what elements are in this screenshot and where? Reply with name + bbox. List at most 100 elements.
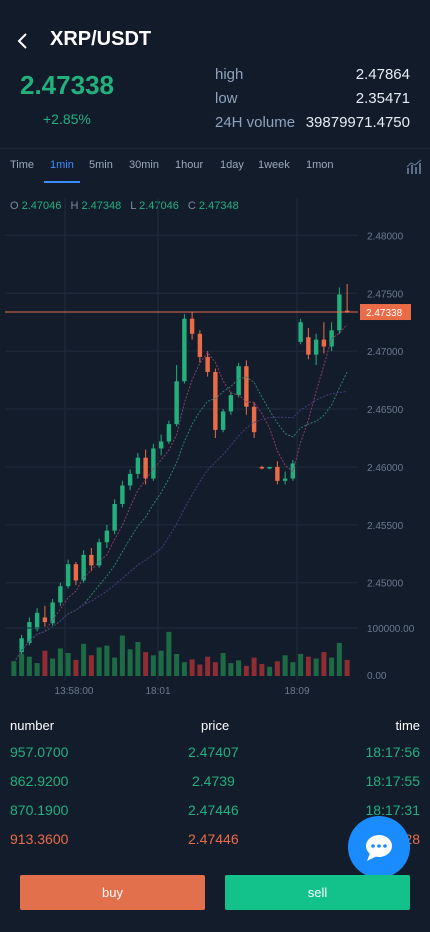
current-price: 2.47338: [20, 70, 114, 100]
candle-body: [135, 457, 141, 474]
volume-bar: [50, 658, 56, 676]
volume-value: 39879971.4750: [305, 114, 410, 131]
volume-bar: [181, 662, 187, 676]
moving-average-line: [13, 324, 348, 663]
current-price-tag: [360, 304, 411, 321]
trade-price: 2.4739: [192, 773, 235, 789]
candle-body: [267, 466, 272, 469]
price-change: +2.85%: [43, 111, 91, 127]
low-value: 2.35471: [355, 90, 410, 107]
candle-body: [158, 441, 164, 449]
y-tick-label: 2.47500: [367, 289, 404, 300]
volume-bar: [274, 661, 280, 676]
trade-row: 862.9200 2.4739 18:17:55: [0, 773, 430, 802]
candle-body: [27, 622, 32, 643]
volume-bar: [228, 663, 234, 676]
candle-body: [282, 478, 288, 481]
close-value-ohlc: 2.47348: [198, 200, 239, 212]
candle-body: [89, 554, 94, 566]
low-label: low: [215, 90, 238, 107]
tab-1day[interactable]: 1day: [220, 159, 244, 171]
buy-button[interactable]: buy: [20, 875, 205, 910]
candle-body: [58, 586, 63, 603]
candle-body: [73, 564, 79, 581]
candle-body: [112, 504, 117, 531]
volume-bar: [259, 664, 265, 676]
candlestick-chart[interactable]: 2.48000 2.47500 2.47000 2.46500 2.46000 2.455…: [0, 188, 430, 704]
trade-number: 862.9200: [10, 773, 69, 789]
sell-button[interactable]: sell: [225, 875, 410, 910]
volume-bar: [282, 655, 288, 676]
volume-bar: [197, 664, 203, 676]
volume-bar: [112, 657, 118, 676]
volume-bar: [26, 656, 32, 676]
pair-title: XRP/USDT: [50, 28, 152, 50]
volume-bar: [88, 655, 94, 676]
volume-bar: [143, 652, 149, 676]
tab-5min[interactable]: 5min: [89, 159, 113, 171]
x-tick-label: 18:09: [284, 686, 309, 697]
chart-type-icon[interactable]: [406, 159, 424, 175]
volume-label: 24H volume: [215, 114, 296, 131]
trade-number: 913.3600: [10, 831, 69, 847]
active-tab-indicator: [44, 181, 80, 183]
candle-body: [244, 366, 249, 407]
candle-body: [151, 448, 156, 479]
volume-bar: [135, 641, 141, 676]
tab-30min[interactable]: 30min: [129, 159, 159, 171]
volume-bar: [267, 666, 273, 676]
volume-bar: [34, 663, 40, 676]
tab-1min[interactable]: 1min: [50, 159, 74, 171]
volume-bar: [96, 647, 102, 676]
candle-body: [259, 466, 265, 469]
volume-bar: [81, 643, 87, 676]
tab-1week[interactable]: 1week: [258, 159, 290, 171]
volume-bar: [11, 661, 17, 676]
back-arrow-icon[interactable]: [14, 30, 34, 52]
volume-bar: [158, 650, 164, 676]
trade-price: 2.47446: [188, 802, 239, 818]
candle-body: [166, 424, 172, 442]
volume-bar: [313, 658, 319, 676]
y-tick-label: 2.45000: [367, 579, 404, 590]
y-tick-label: 2.45500: [367, 521, 404, 532]
candle-body: [65, 564, 71, 587]
candle-body: [81, 554, 86, 581]
current-price-tag-label: 2.47338: [366, 308, 403, 319]
volume-bar: [189, 659, 195, 676]
volume-bar: [236, 660, 242, 676]
volume-bar: [212, 662, 218, 676]
number-header: number: [10, 718, 55, 733]
volume-bar: [321, 652, 327, 676]
tab-time[interactable]: Time: [10, 159, 35, 171]
candle-body: [42, 617, 48, 623]
candle-body: [50, 602, 55, 624]
volume-bar: [344, 659, 350, 676]
chat-support-button[interactable]: [348, 816, 410, 878]
volume-bar: [329, 657, 335, 676]
tab-1hour[interactable]: 1hour: [175, 159, 204, 171]
trade-price: 2.47446: [188, 831, 239, 847]
volume-bar: [336, 642, 342, 676]
tab-1mon[interactable]: 1mon: [306, 159, 334, 171]
candle-body: [174, 381, 179, 425]
volume-bar: [104, 645, 110, 676]
trade-row: 870.1900 2.47446 18:17:31: [0, 802, 430, 831]
trade-number: 870.1900: [10, 802, 69, 818]
trade-time: 18:17:31: [365, 802, 421, 818]
moving-average-line: [13, 371, 348, 663]
volume-tick-label: 100000.00: [367, 624, 415, 635]
trade-time: 18:17:56: [365, 744, 421, 760]
volume-bar: [305, 656, 311, 676]
volume-bar: [73, 659, 79, 676]
candle-body: [275, 466, 280, 481]
candle-body: [104, 530, 110, 543]
volume-bar: [65, 653, 71, 676]
candle-body: [220, 411, 226, 430]
x-tick-label: 18:01: [145, 686, 170, 697]
moving-average-line: [13, 390, 348, 663]
candle-body: [127, 473, 133, 486]
candle-body: [306, 337, 311, 355]
candle-body: [120, 485, 125, 504]
y-tick-label: 2.47000: [367, 347, 404, 358]
